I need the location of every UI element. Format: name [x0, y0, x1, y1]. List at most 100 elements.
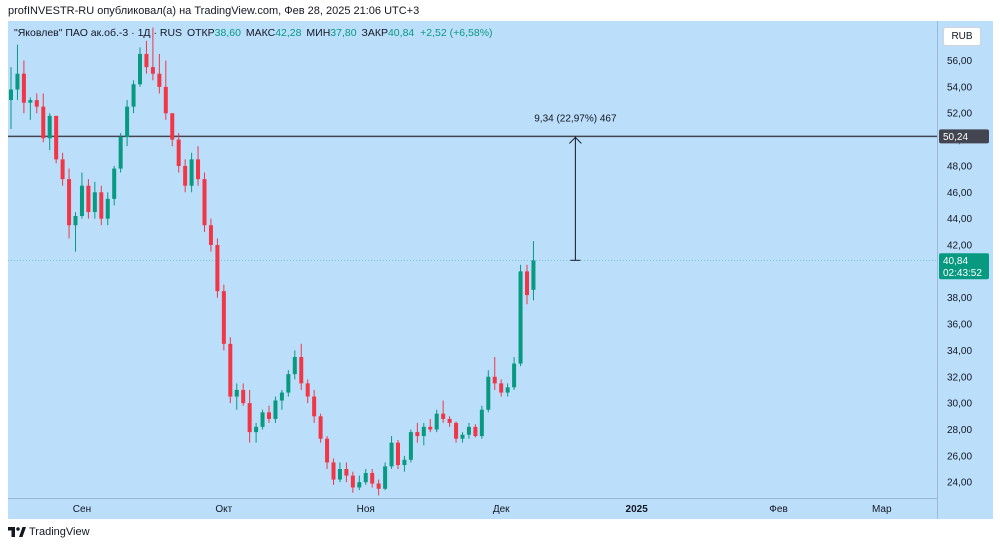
candle-body [325, 438, 330, 463]
candle-body [196, 159, 201, 180]
change-value: +2,52 (+6,58%) [420, 27, 493, 39]
candle-body [118, 136, 123, 169]
candle-body [428, 426, 433, 430]
current-price-badge [939, 253, 989, 280]
candle-body [247, 403, 252, 433]
candle-body [473, 426, 478, 437]
close-value: 40,84 [387, 27, 415, 39]
tradingview-logo-icon [8, 527, 26, 537]
measure-arrow-head [569, 136, 582, 144]
price-tick-label: 42,00 [947, 241, 972, 252]
candle-body [21, 73, 26, 103]
candle-body [41, 106, 46, 139]
candle-body [389, 442, 394, 467]
candle-body [454, 422, 459, 439]
candle-body [415, 432, 420, 437]
candle-body [344, 469, 349, 476]
candle-body [170, 113, 175, 140]
candle-body [363, 472, 368, 483]
candle-body [531, 260, 536, 290]
candle-body [292, 357, 297, 375]
candle-body [163, 86, 168, 114]
candle-body [131, 84, 136, 107]
time-tick-label: Сен [73, 504, 91, 515]
candle-body [176, 139, 181, 166]
candle-body [286, 374, 291, 393]
high-value: 42,28 [275, 27, 302, 39]
candle-body [241, 389, 246, 404]
symbol-name: "Яковлев" ПАО ак.об.-3 · 1Д · RUS [14, 27, 183, 39]
candle-body [221, 291, 226, 344]
candle-body [273, 400, 278, 419]
candle-body [466, 426, 471, 435]
price-tick-label: 46,00 [947, 188, 972, 199]
candle-body [67, 179, 72, 226]
open-label: ОТКР [186, 27, 215, 39]
candle-body [73, 216, 78, 226]
candle-body [189, 159, 194, 186]
candle-body [92, 192, 97, 213]
candle-body [144, 53, 149, 68]
candle-body [150, 67, 155, 74]
time-tick-label: Окт [215, 504, 232, 515]
candle-body [331, 462, 336, 480]
price-tick-label: 48,00 [947, 161, 972, 172]
candle-body [157, 73, 162, 87]
tradingview-brand-text: TradingView [29, 526, 90, 538]
currency-button[interactable]: RUB [943, 27, 981, 46]
level-price-label: 50,24 [943, 132, 968, 143]
candle-body [383, 466, 388, 489]
level-price-badge [939, 129, 989, 144]
candle-body [105, 198, 110, 219]
candle-body [208, 225, 213, 246]
candlestick-chart[interactable]: 24,00 26,00 28,00 30,00 32,00 34,00 36,00 38,00… [8, 21, 993, 519]
candle-body [267, 412, 271, 419]
close-label: ЗАКР [361, 27, 388, 39]
candle-body [279, 392, 284, 401]
price-tick-label: 52,00 [947, 109, 972, 120]
candle-body [54, 115, 59, 160]
measure-label: 9,34 (22,97%) 467 [534, 113, 617, 124]
price-tick-label: 30,00 [947, 399, 972, 410]
candle-body [396, 442, 400, 466]
low-value: 37,80 [330, 27, 357, 39]
price-tick-label: 54,00 [947, 82, 972, 93]
candle-body [15, 73, 20, 90]
price-tick-label: 32,00 [947, 372, 972, 383]
candle-body [183, 165, 188, 186]
time-tick-label: Мар [872, 504, 892, 515]
time-tick-label: Дек [493, 504, 510, 515]
candle-body [505, 387, 510, 393]
candle-body [518, 271, 523, 364]
candle-body [408, 432, 413, 460]
chart-area[interactable]: 24,00 26,00 28,00 30,00 32,00 34,00 36,00 38,00… [8, 21, 993, 519]
candle-body [486, 376, 491, 410]
candle-body [305, 383, 310, 397]
price-tick-label: 28,00 [947, 425, 972, 436]
plot-background [8, 21, 937, 498]
candle-body [312, 396, 317, 417]
candle-body [434, 413, 439, 430]
candle-body [492, 376, 497, 384]
candle-body [299, 357, 304, 384]
time-tick-label: Ноя [357, 504, 375, 515]
time-tick-label: Фев [769, 504, 787, 515]
low-label: МИН [306, 27, 331, 39]
candle-body [441, 413, 446, 419]
candle-body [202, 179, 207, 226]
candle-body [260, 412, 265, 427]
candle-body [47, 115, 52, 139]
candle-body [9, 89, 13, 101]
candle-body [215, 245, 220, 292]
candle-body [254, 426, 259, 433]
time-axis-panel[interactable] [8, 498, 937, 519]
footer-brand[interactable]: TradingView [8, 526, 90, 538]
countdown-label: 02:43:52 [943, 268, 982, 279]
candle-body [357, 482, 362, 488]
candle-body [60, 159, 65, 180]
price-tick-label: 56,00 [947, 56, 972, 67]
candle-body [28, 100, 33, 103]
candle-body [376, 483, 381, 489]
time-tick-label: 2025 [626, 504, 649, 515]
candle-body [34, 100, 39, 107]
